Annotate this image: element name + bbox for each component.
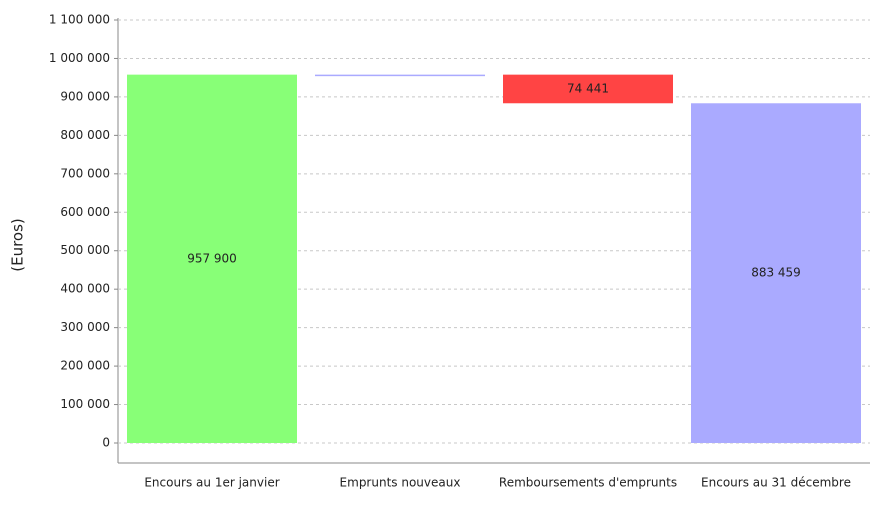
bar [691,103,861,443]
data-label: 74 441 [567,81,609,95]
y-tick-label: 700 000 [60,166,110,180]
bar [503,74,673,104]
x-tick-label: Encours au 1er janvier [144,476,279,490]
y-tick-label: 800 000 [60,128,110,142]
data-label: 957 900 [187,251,237,265]
bar [315,74,485,77]
y-tick-label: 900 000 [60,89,110,103]
y-tick-label: 500 000 [60,243,110,257]
y-tick-label: 300 000 [60,320,110,334]
y-tick-label: 100 000 [60,397,110,411]
x-tick-label: Encours au 31 décembre [701,476,851,490]
bar [127,74,297,443]
y-tick-label: 400 000 [60,282,110,296]
y-tick-label: 600 000 [60,205,110,219]
data-label: 883 459 [751,266,801,280]
y-tick-label: 0 [102,436,110,450]
y-tick-label: 200 000 [60,359,110,373]
x-tick-label: Emprunts nouveaux [340,476,461,490]
x-tick-label: Remboursements d'emprunts [499,476,677,490]
y-axis-label: (Euros) [9,218,27,272]
y-tick-label: 1 100 000 [49,13,110,27]
y-tick-label: 1 000 000 [49,51,110,65]
